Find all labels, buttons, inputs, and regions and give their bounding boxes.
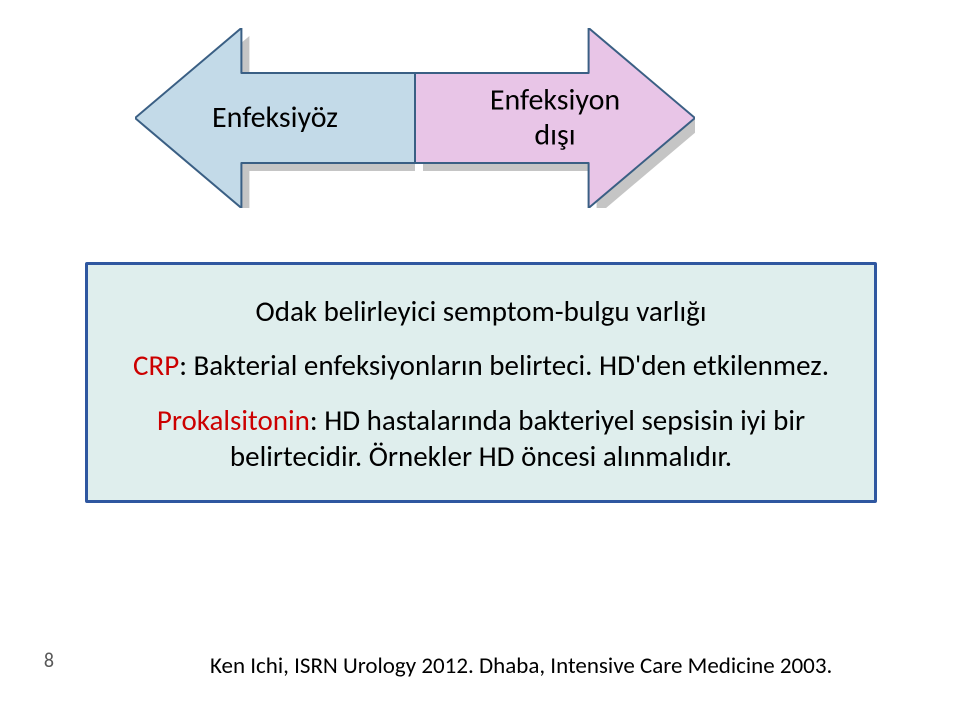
text-span: : Bakterial enfeksiyonların belirteci. H…	[179, 347, 829, 383]
content-paragraph: CRP: Bakterial enfeksiyonların belirteci…	[110, 347, 852, 383]
arrow-right-label: Enfeksiyon dışı	[490, 84, 620, 153]
arrow-left: Enfeksiyöz	[135, 28, 415, 208]
arrow-right: Enfeksiyon dışı	[415, 28, 695, 208]
content-box: Odak belirleyici semptom-bulgu varlığı CR…	[85, 262, 877, 503]
content-paragraph: Prokalsitonin: HD hastalarında bakteriye…	[110, 402, 852, 475]
text-span: Prokalsitonin	[157, 402, 310, 438]
text-span: : HD hastalarında bakteriyel sepsisin iy…	[230, 402, 805, 474]
arrow-left-label: Enfeksiyöz	[212, 101, 338, 136]
slide: Enfeksiyöz Enfeksiyon dışı Odak belirley…	[0, 0, 960, 714]
text-span: Odak belirleyici semptom-bulgu varlığı	[256, 293, 707, 329]
footer-citation: Ken Ichi, ISRN Urology 2012. Dhaba, Inte…	[210, 652, 832, 680]
text-span: CRP	[133, 347, 179, 383]
content-paragraph: Odak belirleyici semptom-bulgu varlığı	[110, 293, 852, 329]
page-number: 8	[32, 644, 66, 678]
